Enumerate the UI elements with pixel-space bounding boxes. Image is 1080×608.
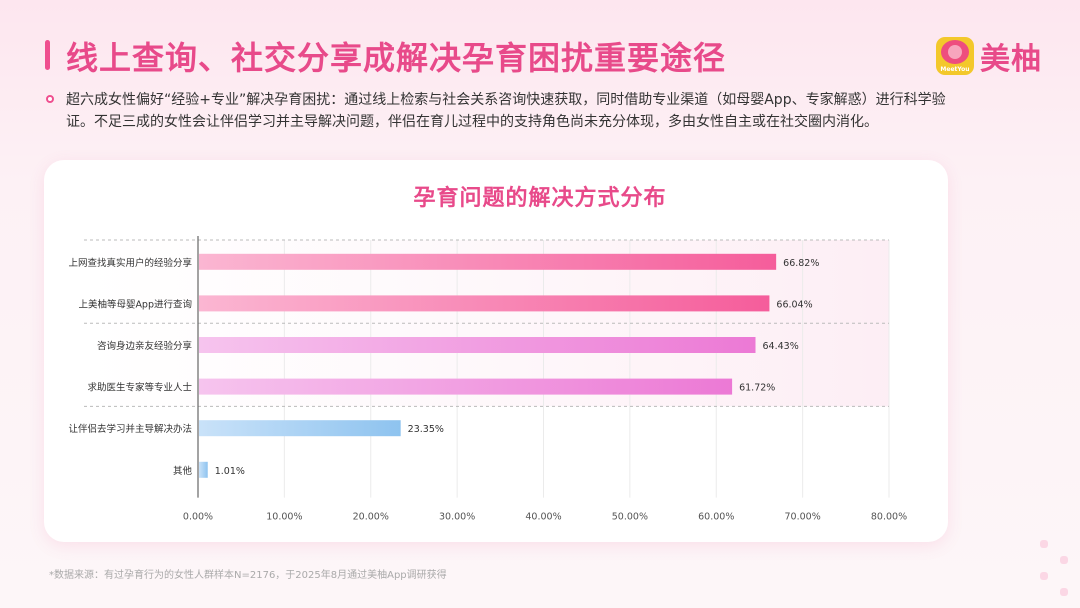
bar bbox=[199, 337, 756, 353]
bullet-dot-icon bbox=[46, 95, 54, 103]
x-tick-label: 30.00% bbox=[439, 512, 475, 520]
x-tick-label: 40.00% bbox=[525, 512, 561, 520]
x-tick-label: 60.00% bbox=[698, 512, 734, 520]
data-label: 64.43% bbox=[763, 341, 799, 352]
category-label: 上网查找真实用户的经验分享 bbox=[68, 257, 192, 269]
x-tick-label: 80.00% bbox=[871, 512, 907, 520]
data-source-footnote: *数据来源：有过孕育行为的女性人群样本N=2176，于2025年8月通过美柚Ap… bbox=[49, 570, 447, 581]
title-accent-bar bbox=[45, 40, 50, 70]
x-tick-label: 20.00% bbox=[353, 512, 389, 520]
data-label: 23.35% bbox=[408, 424, 444, 435]
x-tick-label: 50.00% bbox=[612, 512, 648, 520]
data-label: 66.04% bbox=[776, 299, 812, 310]
bar bbox=[199, 295, 770, 312]
page-title: 线上查询、社交分享成解决孕育困扰重要途径 bbox=[66, 39, 727, 77]
category-label: 咨询身边亲友经验分享 bbox=[97, 340, 192, 352]
data-label: 66.82% bbox=[783, 258, 819, 269]
bar bbox=[199, 253, 777, 270]
chart-title: 孕育问题的解决方式分布 bbox=[413, 186, 667, 211]
category-label: 让伴侣去学习并主导解决办法 bbox=[68, 423, 192, 435]
x-tick-label: 70.00% bbox=[785, 512, 821, 520]
decor-dot bbox=[1060, 588, 1068, 596]
decor-dot bbox=[1040, 572, 1048, 580]
category-label: 其他 bbox=[173, 465, 193, 477]
grapefruit-logo-icon: MeetYou bbox=[936, 37, 974, 75]
data-label: 61.72% bbox=[739, 383, 775, 394]
category-label: 上美柚等母婴App进行查询 bbox=[78, 298, 192, 310]
brand-logo: MeetYou 美柚 bbox=[936, 34, 1042, 78]
bar bbox=[199, 461, 208, 478]
data-label: 1.01% bbox=[215, 466, 245, 477]
decor-dot bbox=[1060, 556, 1068, 564]
x-tick-label: 10.00% bbox=[266, 512, 302, 520]
brand-name: 美柚 bbox=[980, 42, 1042, 77]
bar bbox=[199, 378, 733, 395]
x-tick-label: 0.00% bbox=[183, 512, 213, 520]
decor-dot bbox=[1040, 540, 1048, 548]
bar-chart: 上网查找真实用户的经验分享 66.82% 上美柚等母婴App进行查询 66.04% 咨询… bbox=[68, 236, 907, 520]
category-label: 求助医生专家等专业人士 bbox=[87, 382, 192, 394]
summary-text: 超六成女性偏好“经验+专业”解决孕育困扰：通过线上检索与社会关系咨询快速获取，同… bbox=[66, 92, 946, 130]
bar bbox=[199, 420, 401, 437]
